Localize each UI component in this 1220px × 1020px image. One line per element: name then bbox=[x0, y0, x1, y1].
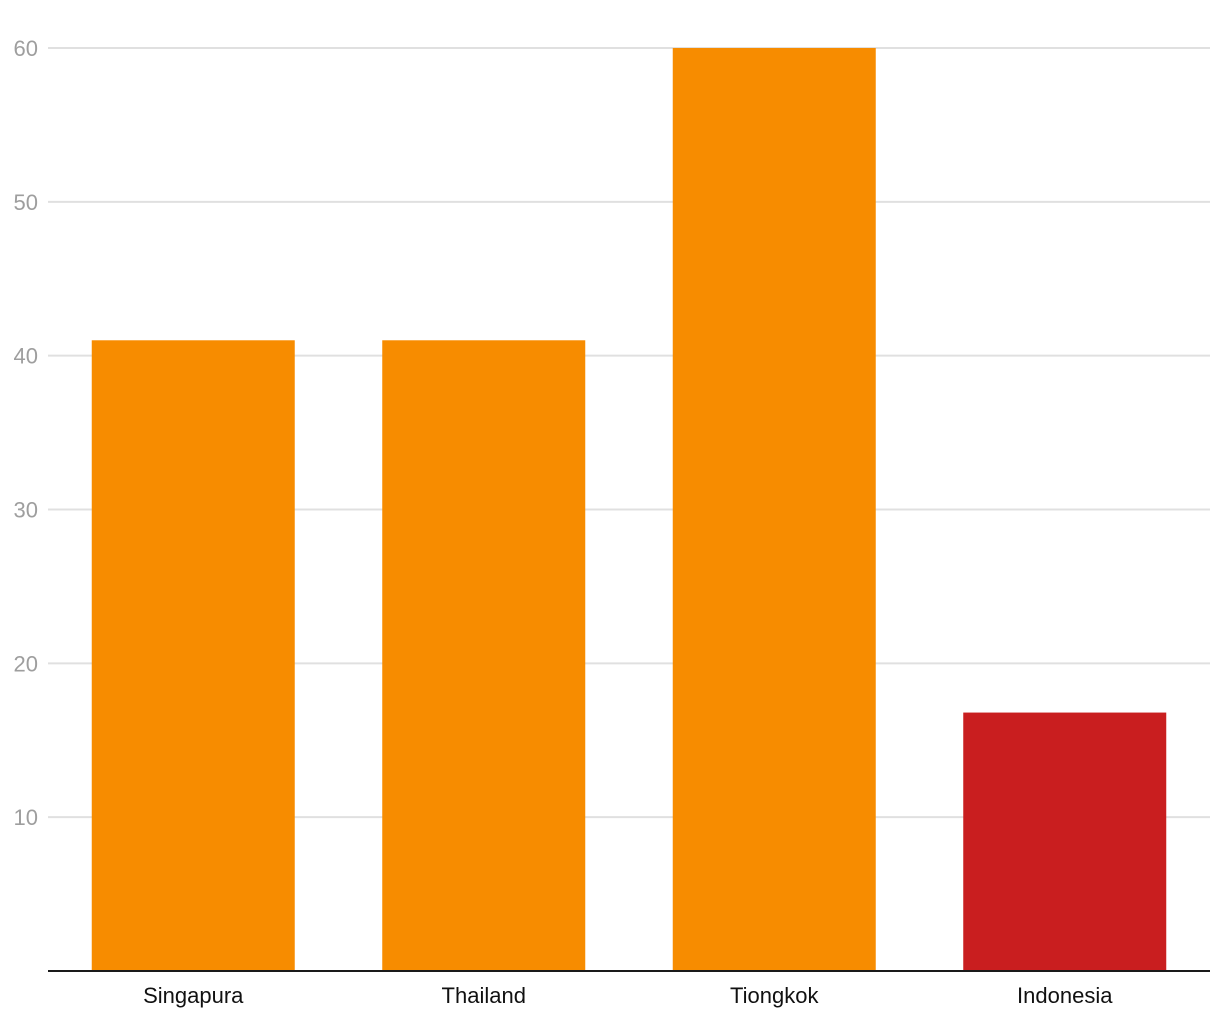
bar-indonesia bbox=[963, 712, 1167, 971]
y-tick-label: 10 bbox=[14, 805, 38, 830]
x-axis-ticks: Singapura Thailand Tiongkok Indonesia bbox=[143, 983, 1113, 1008]
x-tick-label: Thailand bbox=[442, 983, 526, 1008]
x-tick-label: Indonesia bbox=[1017, 983, 1113, 1008]
x-tick-label: Tiongkok bbox=[730, 983, 819, 1008]
y-axis-ticks: 10 20 30 40 50 60 bbox=[14, 36, 38, 830]
x-tick-label: Singapura bbox=[143, 983, 244, 1008]
bars bbox=[91, 48, 1167, 971]
y-tick-label: 60 bbox=[14, 36, 38, 61]
y-tick-label: 20 bbox=[14, 651, 38, 676]
bar-singapura bbox=[91, 340, 295, 971]
bar-thailand bbox=[382, 340, 586, 971]
bar-tiongkok bbox=[672, 48, 876, 971]
y-tick-label: 40 bbox=[14, 344, 38, 369]
y-tick-label: 50 bbox=[14, 190, 38, 215]
y-tick-label: 30 bbox=[14, 498, 38, 523]
